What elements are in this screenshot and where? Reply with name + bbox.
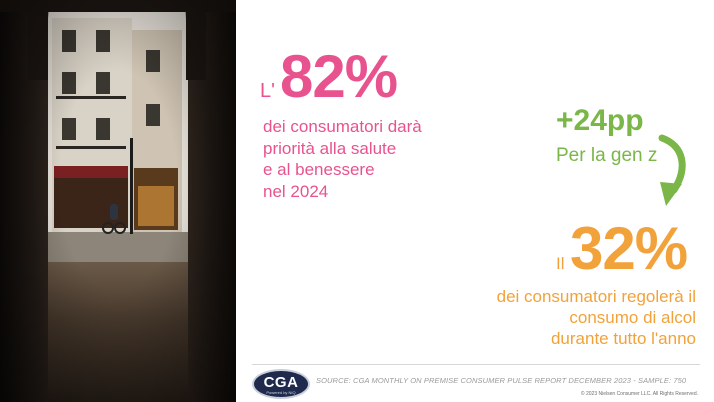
stat-main-line: nel 2024 <box>263 181 329 201</box>
stat-second-line: durante tutto l'anno <box>550 329 696 348</box>
footer-divider <box>252 364 700 365</box>
stat-main-line: dei consumatori darà <box>263 117 422 136</box>
stat-main-prefix: L' <box>260 80 275 102</box>
stat-main-value: 82% <box>280 43 398 110</box>
stat-main-line: e al benessere <box>263 160 375 179</box>
logo-text: CGA <box>263 374 299 391</box>
stat-main-line: priorità alla salute <box>263 138 397 158</box>
logo-subtext: Powered by NIQ <box>266 390 296 395</box>
stat-second-value: 32% <box>570 215 688 282</box>
cga-logo: CGA Powered by NIQ <box>252 369 310 399</box>
stat-main-description: dei consumatori darà priorità alla salut… <box>263 116 463 202</box>
stat-second-description: dei consumatori regolerà il consumo di a… <box>436 286 696 349</box>
stat-second-prefix: Il <box>556 254 565 273</box>
street-photo <box>0 0 236 402</box>
curved-arrow-down-icon <box>658 134 686 206</box>
photo-vignette <box>0 0 236 402</box>
stat-genz-value: +24pp <box>556 104 644 137</box>
copyright-note: © 2023 Nielsen Consumer LLC. All Rights … <box>580 391 698 397</box>
source-note: SOURCE: CGA MONTHLY ON PREMISE CONSUMER … <box>316 376 687 385</box>
stat-second-line: consumo di alcol <box>569 308 696 327</box>
stat-second-line: dei consumatori regolerà il <box>496 287 696 306</box>
stat-genz-label: Per la gen z <box>556 145 658 166</box>
